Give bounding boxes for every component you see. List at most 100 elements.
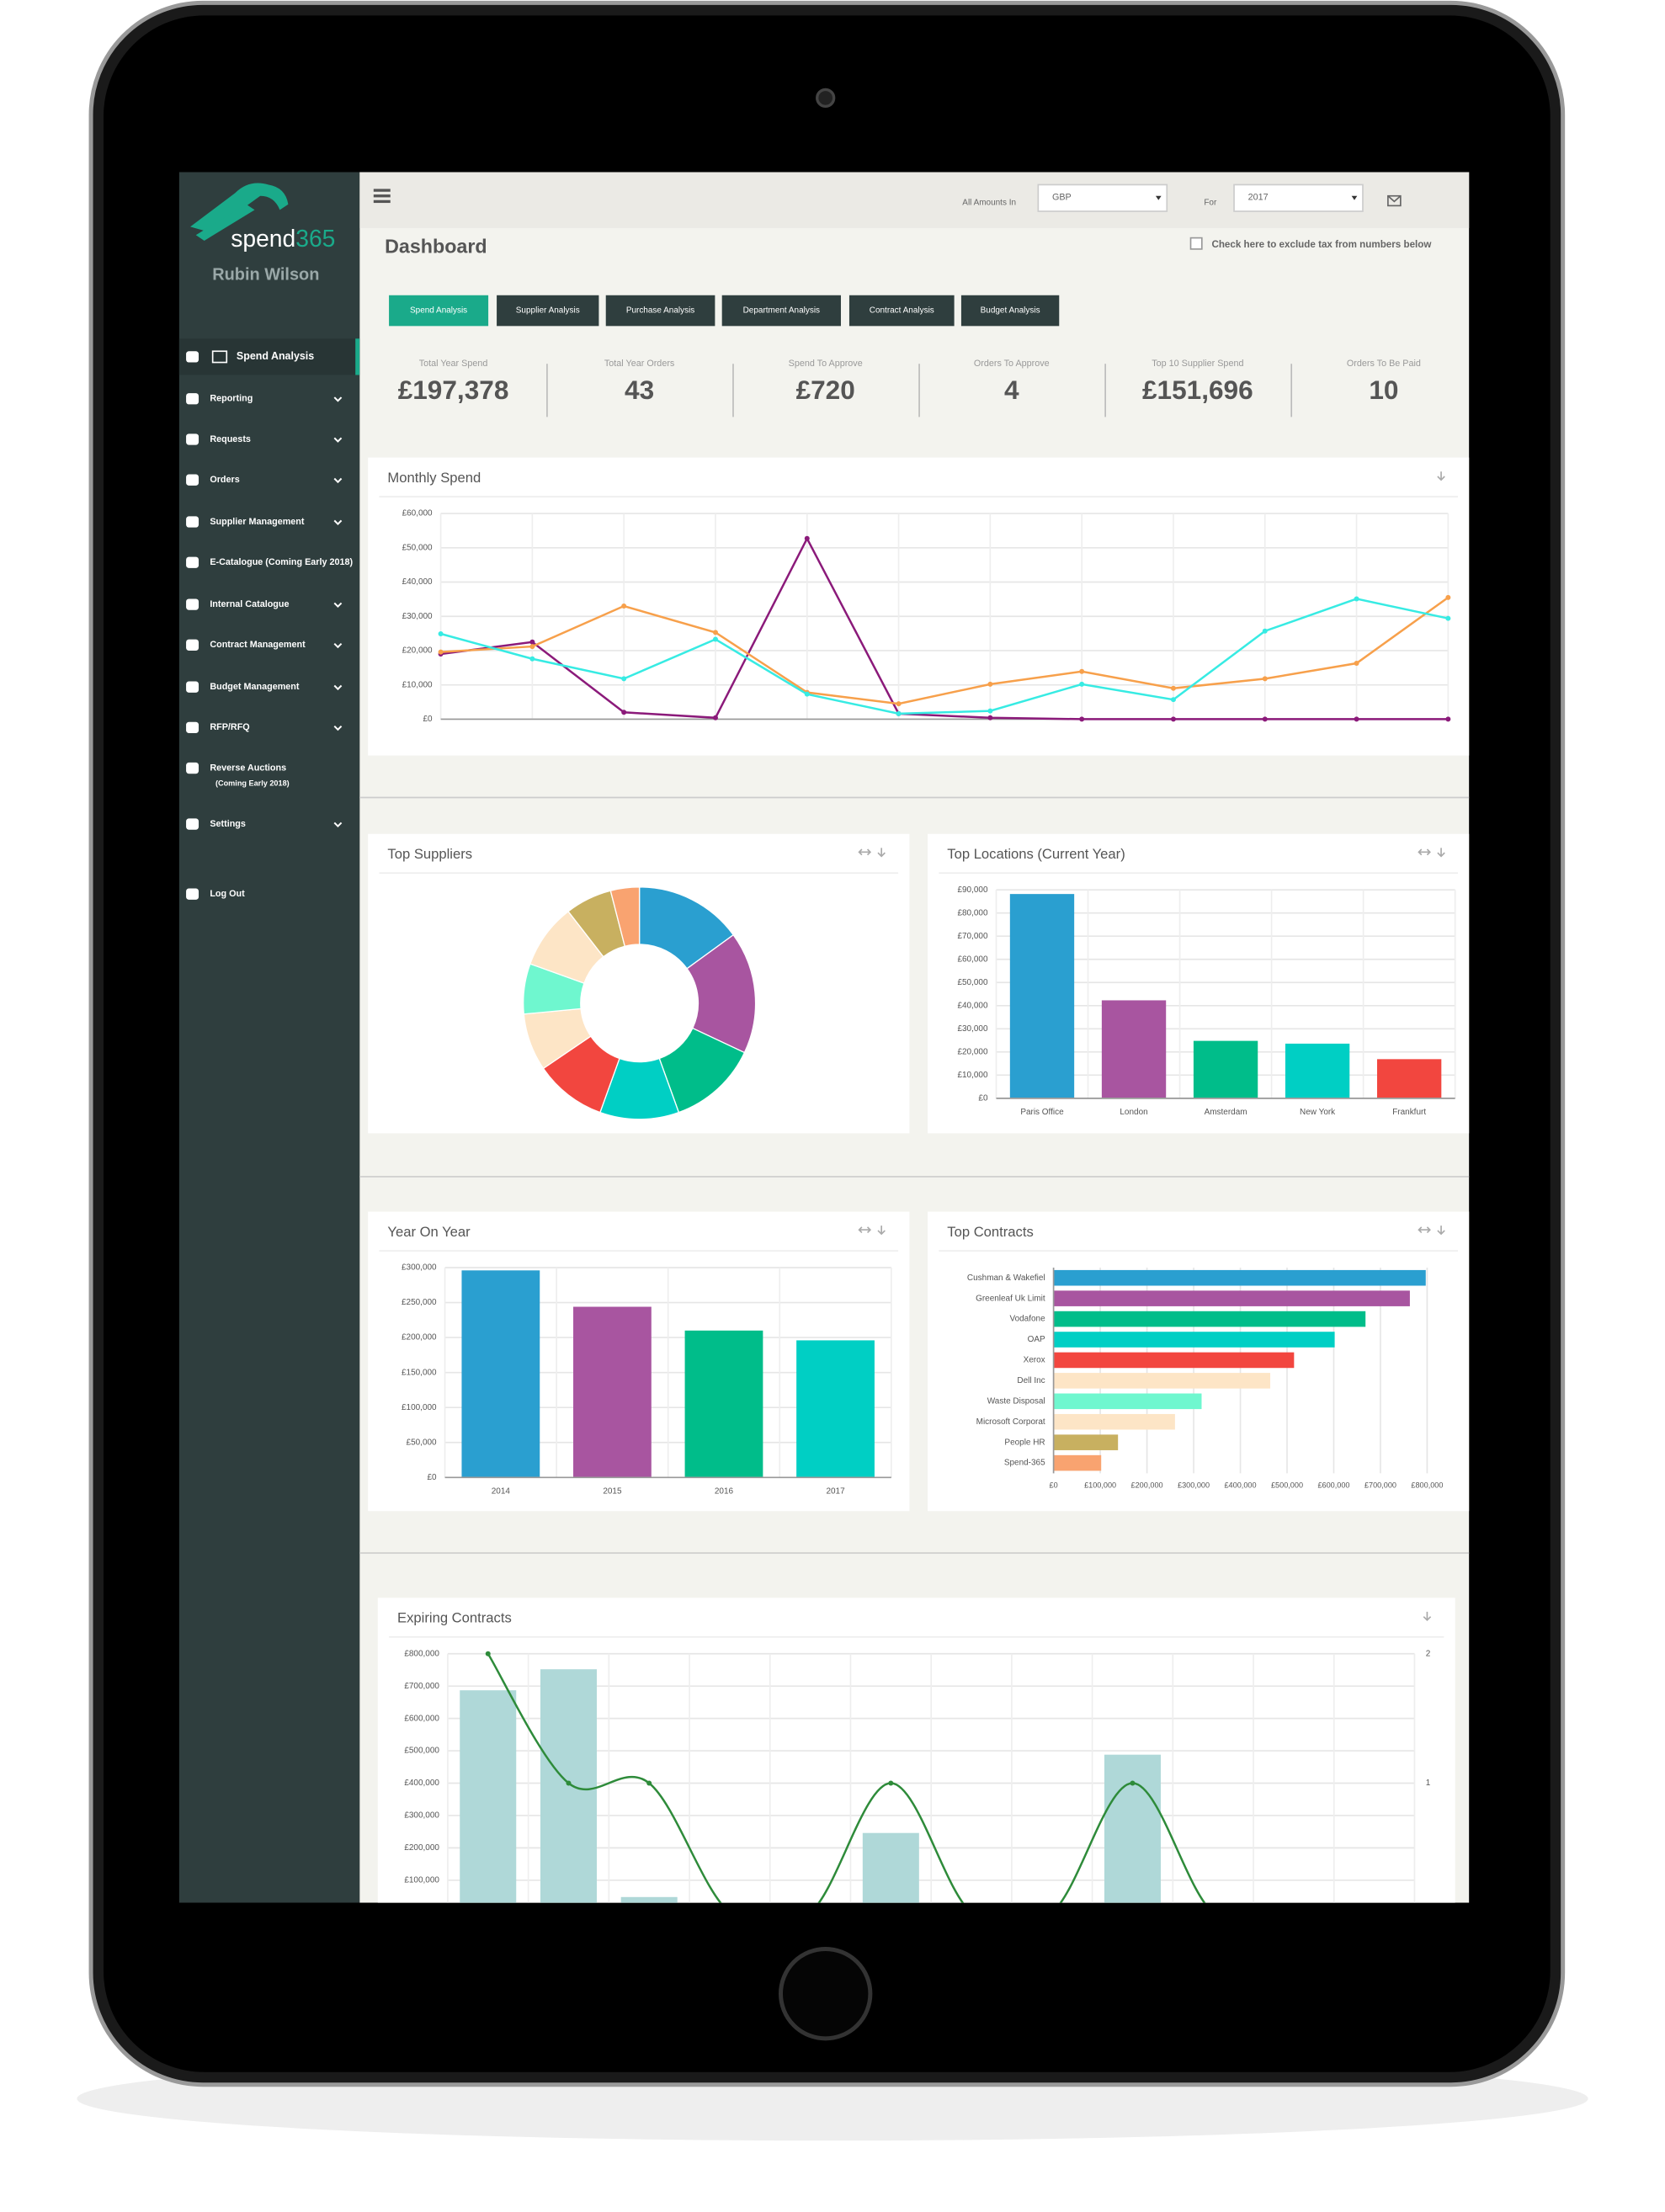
bar — [1053, 1434, 1119, 1450]
tab[interactable]: Purchase Analysis — [605, 295, 715, 327]
x-tick-label: 2016 — [715, 1487, 734, 1497]
currency-select[interactable]: GBP — [1037, 183, 1168, 212]
download-icon[interactable] — [1437, 471, 1445, 481]
tab[interactable]: Spend Analysis — [389, 295, 489, 327]
bar — [1053, 1311, 1366, 1327]
nav-item[interactable]: E-Catalogue (Coming Early 2018) — [186, 556, 354, 568]
y-tick-label: £600,000 — [404, 1714, 439, 1723]
y-tick-label: £0 — [978, 1093, 988, 1103]
nav-icon — [186, 639, 199, 651]
point — [1262, 628, 1268, 634]
donut-slice — [686, 933, 757, 1054]
download-icon[interactable] — [1437, 848, 1445, 858]
point — [987, 708, 993, 714]
nav-icon — [186, 556, 199, 568]
nav-item[interactable]: Internal Catalogue — [186, 598, 343, 610]
nav-icon — [186, 516, 199, 528]
home-button[interactable] — [779, 1946, 873, 2041]
select-box — [1037, 183, 1168, 212]
expand-icon[interactable] — [1418, 848, 1431, 856]
camera — [816, 88, 836, 109]
y-tick-label: Cushman & Wakefiel — [967, 1273, 1045, 1283]
point — [621, 676, 627, 682]
nav-label: Reporting — [210, 394, 253, 404]
nav-item[interactable]: Requests — [186, 433, 343, 445]
download-icon[interactable] — [877, 1226, 886, 1236]
tab-bg — [960, 295, 1060, 327]
point — [804, 691, 810, 697]
mail-icon[interactable] — [1387, 194, 1402, 207]
expand-icon[interactable] — [1418, 1226, 1431, 1234]
tab-bg — [721, 295, 841, 327]
bar — [1285, 1043, 1350, 1098]
mail-flap — [1387, 195, 1402, 203]
y-tick-label: £500,000 — [404, 1747, 439, 1756]
nav-icon — [186, 393, 199, 405]
download-icon[interactable] — [1423, 1611, 1432, 1622]
tab[interactable]: Department Analysis — [721, 295, 841, 327]
nav-item[interactable]: Supplier Management — [186, 516, 343, 528]
x-tick-label: £0 — [1050, 1481, 1058, 1490]
y-tick-label: £10,000 — [402, 680, 433, 689]
expand-icon[interactable] — [858, 1226, 872, 1234]
bar — [1376, 1059, 1442, 1098]
nav-chevron — [333, 519, 343, 525]
nav-item[interactable]: Contract Management — [186, 639, 343, 651]
nav-item[interactable]: Reverse Auctions (Coming Early 2018) — [186, 762, 290, 787]
hamburger[interactable] — [373, 189, 391, 204]
nav-item[interactable]: Orders — [186, 474, 343, 486]
logo-suffix: 365 — [295, 225, 335, 252]
bar — [1053, 1373, 1271, 1389]
nav-icon — [211, 350, 228, 364]
nav-item[interactable]: Budget Management — [186, 681, 343, 693]
for-label: For — [1204, 199, 1217, 208]
panel-title: Expiring Contracts — [397, 1610, 512, 1626]
panel-title: Top Contracts — [947, 1224, 1033, 1240]
x-tick-label: £100,000 — [1084, 1481, 1116, 1490]
tab[interactable]: Supplier Analysis — [497, 295, 599, 327]
bar — [1101, 1000, 1167, 1098]
nav-chevron — [333, 477, 343, 484]
nav-chevron — [333, 602, 343, 609]
nav-item[interactable]: Settings — [186, 818, 343, 830]
hamburger-bar — [373, 199, 391, 204]
nav-item[interactable]: RFP/RFQ — [186, 721, 343, 734]
y-tick-label: £90,000 — [957, 885, 987, 895]
nav-item[interactable]: Log Out — [186, 888, 245, 900]
download-icon[interactable] — [877, 848, 886, 858]
point — [1445, 716, 1451, 722]
y-tick-label: £150,000 — [402, 1368, 437, 1377]
nav-icon — [186, 681, 199, 693]
bar — [620, 1896, 678, 1903]
x-tick-label: £700,000 — [1364, 1481, 1396, 1490]
download-icon[interactable] — [1437, 1226, 1445, 1236]
y2-tick-label: 2 — [1426, 1649, 1431, 1658]
y-tick-label: £250,000 — [402, 1298, 437, 1307]
donut-slice — [609, 886, 641, 948]
x-tick-label: Amsterdam — [1205, 1108, 1247, 1117]
y-tick-label: £70,000 — [957, 932, 987, 941]
x-tick-label: London — [1120, 1108, 1147, 1117]
tab-label: Contract Analysis — [870, 306, 934, 316]
expand-icon[interactable] — [858, 848, 872, 856]
tab[interactable]: Contract Analysis — [848, 295, 955, 327]
point — [712, 636, 718, 642]
y-tick-label: Vodafone — [1010, 1315, 1046, 1324]
nav-icon — [186, 762, 199, 774]
nav-item[interactable]: Spend Analysis — [178, 338, 360, 375]
y-tick-label: £50,000 — [407, 1438, 437, 1447]
point — [646, 1780, 652, 1786]
x-tick-label: Frankfurt — [1392, 1108, 1426, 1117]
mail-envelope — [1387, 194, 1402, 207]
y-tick-label: £200,000 — [402, 1333, 437, 1343]
nav-label: Internal Catalogue — [210, 599, 289, 609]
x-tick-label: £200,000 — [1131, 1481, 1163, 1490]
year-select[interactable]: 2017 — [1233, 183, 1364, 212]
point — [896, 710, 902, 716]
tax-checkbox[interactable] — [1189, 237, 1203, 250]
tab[interactable]: Budget Analysis — [960, 295, 1060, 327]
y-tick-label: £200,000 — [404, 1843, 439, 1853]
bar — [1053, 1269, 1426, 1286]
panel-title: Top Locations (Current Year) — [947, 846, 1125, 862]
nav-item[interactable]: Reporting — [186, 393, 343, 405]
